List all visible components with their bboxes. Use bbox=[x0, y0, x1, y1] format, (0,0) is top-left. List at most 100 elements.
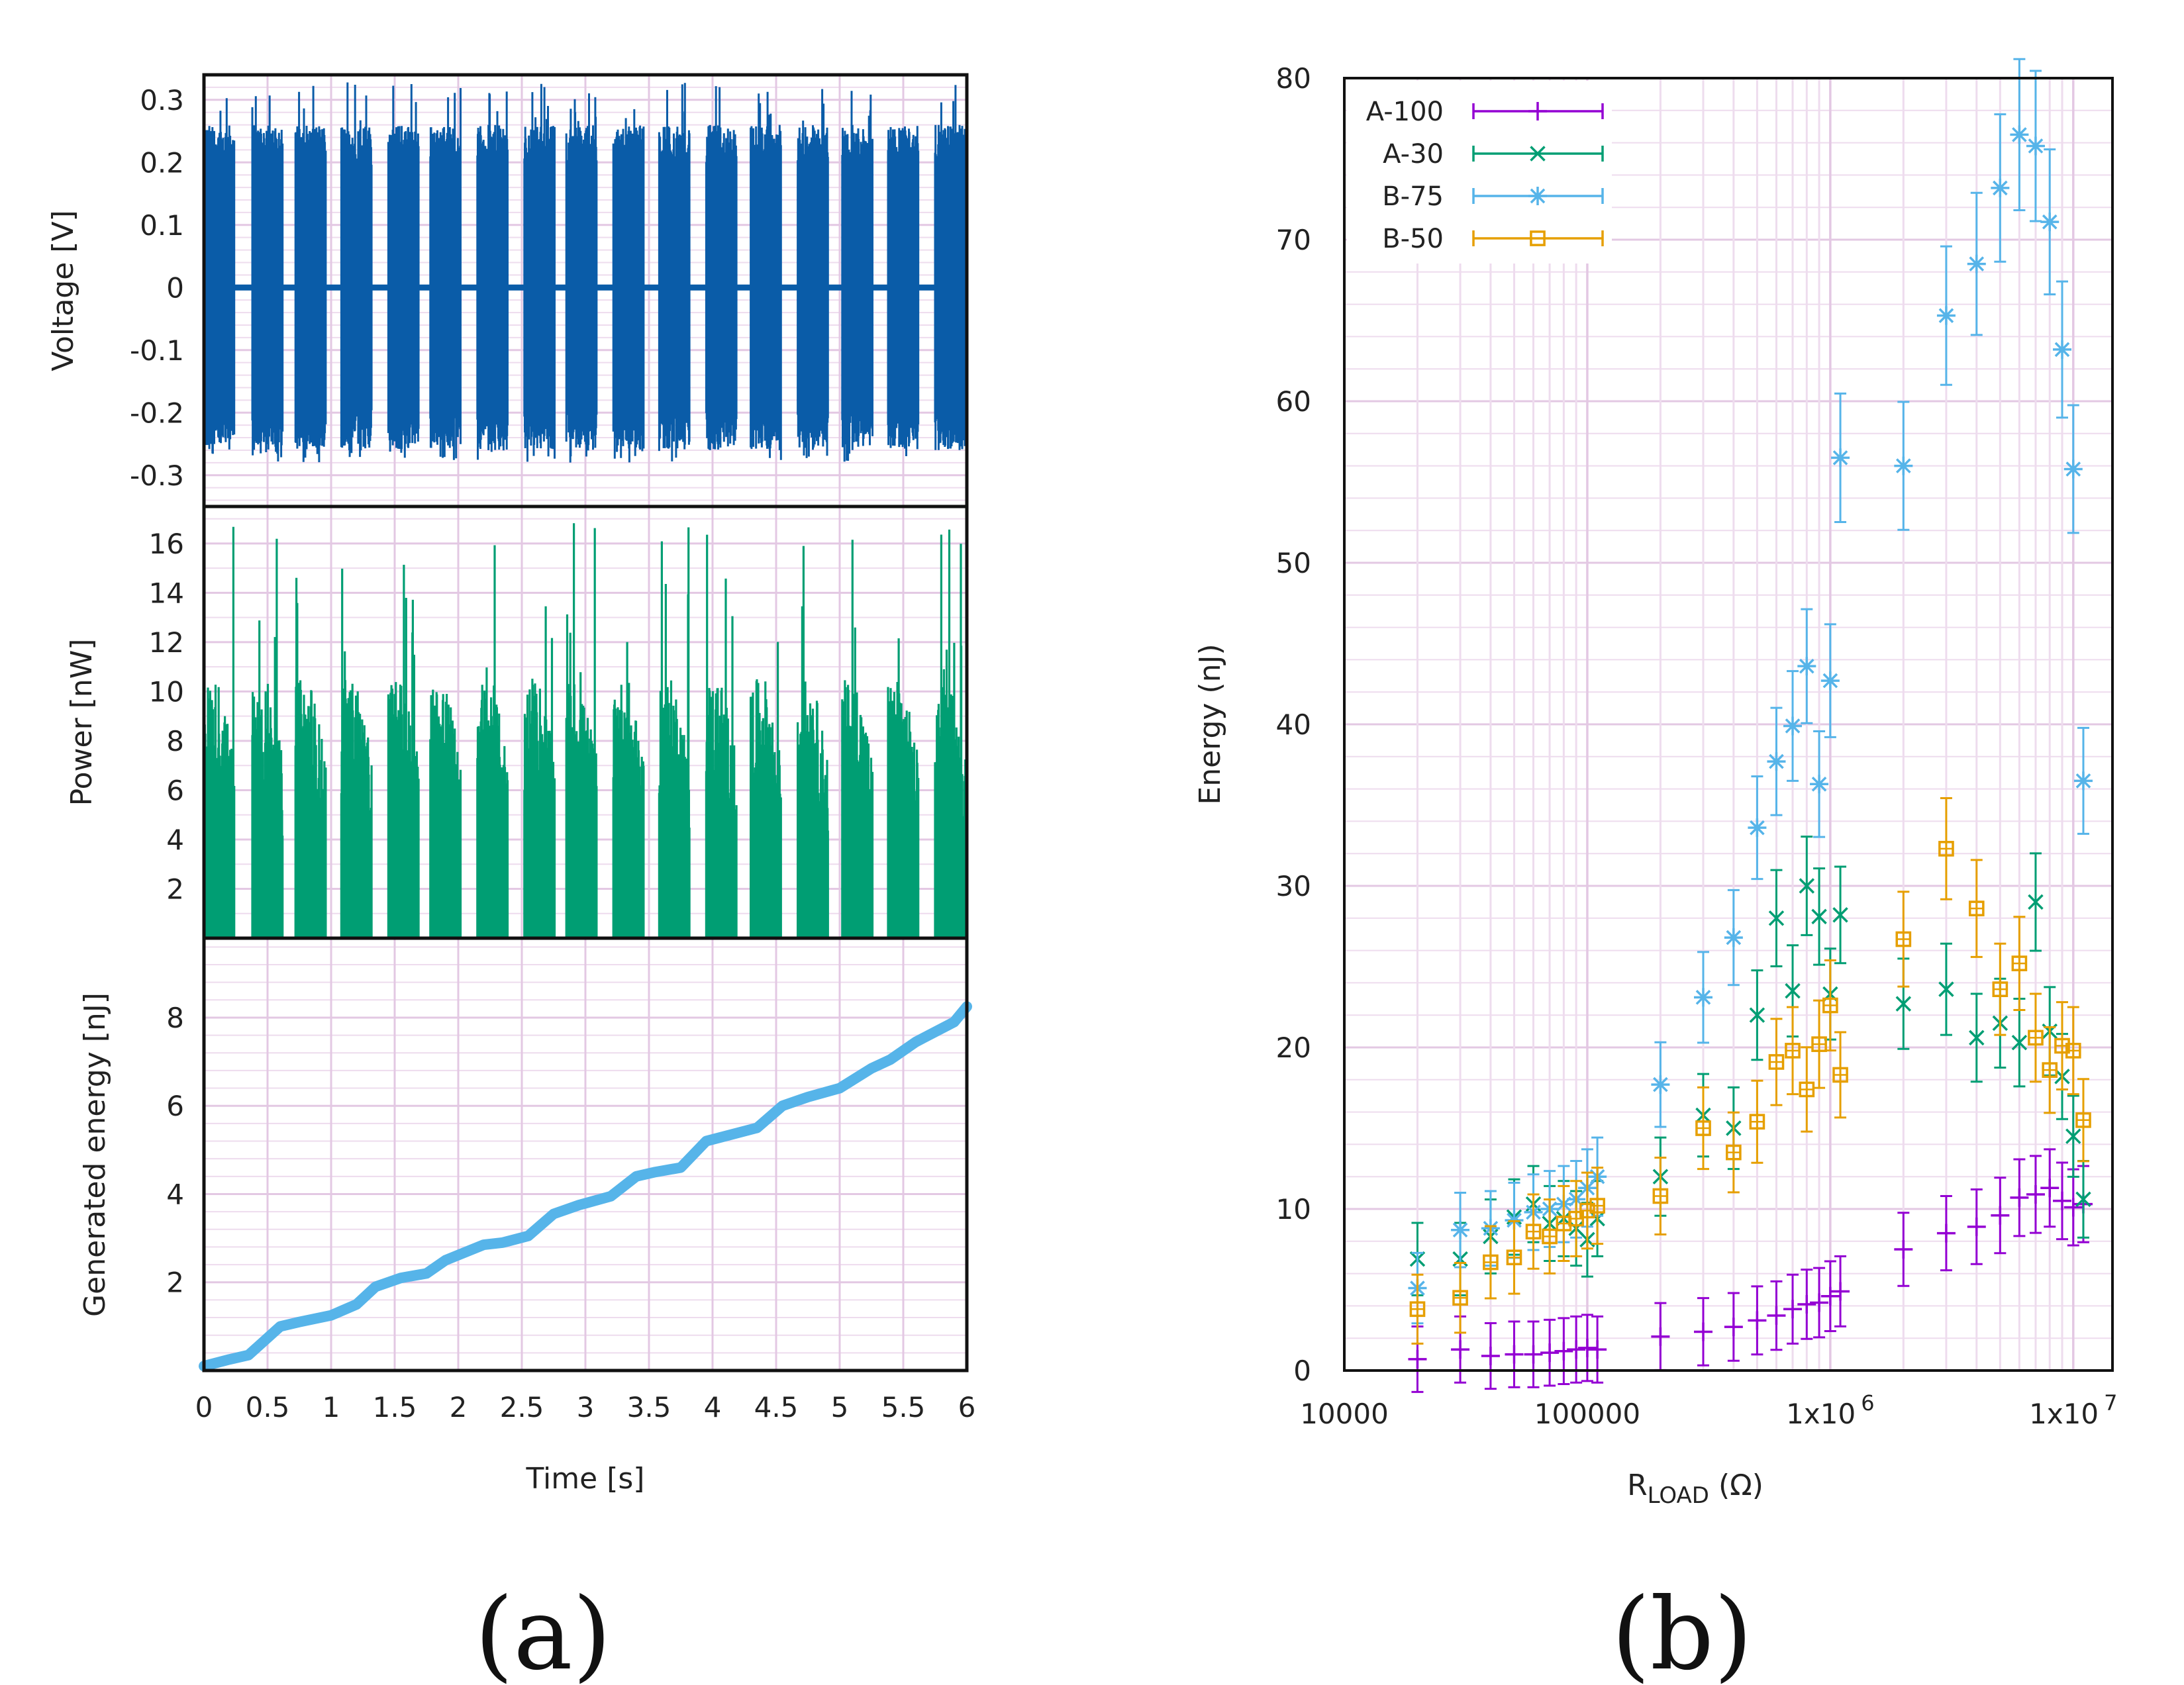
y-tick-label: 8 bbox=[166, 725, 184, 757]
voltage-y-ticks: 0.3 0.2 0.1 0 -0.1 -0.2 -0.3 bbox=[130, 84, 184, 492]
power-y-ticks: 16 14 12 10 8 6 4 2 bbox=[149, 528, 184, 906]
x-tick-label: 4 bbox=[704, 1391, 722, 1423]
scatter-x-label-unit: (Ω) bbox=[1709, 1468, 1763, 1502]
marker-star bbox=[1991, 178, 2010, 197]
marker-plus bbox=[1991, 1206, 2010, 1225]
energy-plot-frame bbox=[202, 936, 969, 1372]
scatter-y-ticks: 0 10 20 30 40 50 60 70 80 bbox=[1276, 62, 1311, 1387]
time-x-label: Time [s] bbox=[526, 1462, 645, 1496]
y-tick-label: 40 bbox=[1276, 708, 1311, 741]
marker-star bbox=[1651, 1075, 1670, 1094]
marker-plus bbox=[1524, 1345, 1543, 1364]
energy-time-chart: 8 6 4 2 0 0.5 1 1.5 2 2.5 3 3.5 4 4.5 5 5.5 6 Generated… bbox=[78, 936, 976, 1496]
y-tick-label: 0.1 bbox=[140, 209, 184, 242]
voltage-y-label: Voltage [V] bbox=[46, 210, 80, 371]
y-tick-label: 10 bbox=[149, 675, 184, 708]
marker-plus bbox=[1588, 1340, 1607, 1359]
marker-star bbox=[1783, 716, 1803, 736]
time-x-ticks: 0 0.5 1 1.5 2 2.5 3 3.5 4 4.5 5 5.5 6 bbox=[195, 1391, 976, 1423]
marker-plus bbox=[1528, 102, 1547, 120]
y-tick-label: 0.3 bbox=[140, 84, 184, 117]
marker-star bbox=[1528, 187, 1547, 205]
scatter-y-label: Energy (nJ) bbox=[1193, 644, 1227, 804]
y-tick-label: 30 bbox=[1276, 870, 1311, 902]
marker-x bbox=[2028, 894, 2044, 910]
x-tick-label: 100000 bbox=[1534, 1398, 1640, 1430]
marker-star bbox=[1724, 928, 1743, 947]
marker-x bbox=[1785, 983, 1801, 999]
marker-x bbox=[1530, 146, 1546, 162]
scatter-x-label: RLOAD (Ω) bbox=[1627, 1468, 1763, 1509]
x-tick-label: 5.5 bbox=[881, 1391, 926, 1423]
energy-grid bbox=[204, 938, 967, 1371]
series-b-50 bbox=[1409, 797, 2091, 1345]
marker-plus bbox=[1810, 1293, 1829, 1312]
x-tick-label: 1.5 bbox=[373, 1391, 417, 1423]
x-tick-label: 0 bbox=[195, 1391, 213, 1423]
marker-plus bbox=[1724, 1318, 1743, 1337]
marker-star bbox=[1797, 657, 1816, 676]
y-tick-label: 70 bbox=[1276, 224, 1311, 256]
y-tick-label: 2 bbox=[166, 873, 184, 905]
panel-label-b: (b) bbox=[1611, 1577, 1752, 1685]
marker-plus bbox=[1567, 1340, 1586, 1359]
marker-plus bbox=[1554, 1341, 1573, 1361]
voltage-bursts bbox=[203, 82, 967, 463]
y-tick-label: 4 bbox=[166, 824, 184, 856]
marker-x bbox=[2075, 1191, 2091, 1208]
x-tick-label: 10000 bbox=[1300, 1398, 1389, 1430]
marker-plus bbox=[1694, 1322, 1712, 1341]
marker-plus bbox=[1577, 1338, 1597, 1357]
marker-plus bbox=[1481, 1347, 1500, 1366]
panel-label-a: (a) bbox=[475, 1577, 611, 1685]
y-tick-label: 6 bbox=[166, 1090, 184, 1122]
marker-plus bbox=[1451, 1340, 1470, 1359]
voltage-trace bbox=[203, 82, 967, 463]
energy-y-ticks: 8 6 4 2 bbox=[166, 1002, 184, 1299]
scatter-x-label-base: R bbox=[1627, 1468, 1648, 1502]
marker-star bbox=[1820, 671, 1840, 691]
marker-x bbox=[1811, 908, 1827, 925]
marker-x bbox=[1749, 1007, 1765, 1023]
marker-plus bbox=[2026, 1185, 2045, 1204]
scatter-x-ticks: 10000 100000 1x10 6 1x10 7 bbox=[1300, 1390, 2117, 1430]
energy-line bbox=[199, 1001, 972, 1372]
marker-star bbox=[1767, 752, 1786, 771]
y-tick-label: 10 bbox=[1276, 1193, 1311, 1226]
marker-plus bbox=[1748, 1311, 1767, 1330]
marker-plus bbox=[1651, 1327, 1670, 1346]
marker-x bbox=[2065, 1128, 2081, 1144]
x-tick-label: 1 bbox=[323, 1391, 340, 1423]
series-a-100 bbox=[1408, 1148, 2093, 1393]
power-y-label: Power [nW] bbox=[65, 639, 99, 806]
marker-x bbox=[1938, 981, 1954, 997]
x-tick-label: 6 bbox=[958, 1391, 976, 1423]
x-tick-label: 2.5 bbox=[500, 1391, 544, 1423]
y-tick-label: 80 bbox=[1276, 62, 1311, 95]
marker-plus bbox=[1831, 1282, 1850, 1301]
legend-label: A-30 bbox=[1383, 139, 1444, 169]
x-tick-label: 1x10 7 bbox=[2029, 1390, 2117, 1430]
scatter-grid bbox=[1344, 78, 2112, 1371]
y-tick-label: 16 bbox=[149, 528, 184, 560]
marker-plus bbox=[1797, 1294, 1816, 1314]
y-tick-label: 50 bbox=[1276, 547, 1311, 579]
voltage-chart: 0.3 0.2 0.1 0 -0.1 -0.2 -0.3 Voltage [V] bbox=[46, 73, 969, 508]
marker-plus bbox=[1894, 1240, 1913, 1259]
marker-star bbox=[1694, 988, 1712, 1007]
x-tick-label: 5 bbox=[831, 1391, 849, 1423]
marker-star bbox=[2073, 771, 2093, 791]
y-tick-label: -0.2 bbox=[130, 397, 184, 429]
y-tick-label: 14 bbox=[149, 577, 184, 609]
marker-star bbox=[2010, 125, 2029, 144]
y-tick-label: 6 bbox=[166, 774, 184, 806]
energy-y-label: Generated energy [nJ] bbox=[78, 992, 112, 1317]
x-tick-label: 1x10 6 bbox=[1786, 1390, 1874, 1430]
marker-x bbox=[1799, 878, 1815, 894]
marker-star bbox=[2063, 459, 2083, 479]
marker-x bbox=[1969, 1030, 1985, 1046]
legend-label: A-100 bbox=[1366, 97, 1444, 127]
marker-star bbox=[2026, 136, 2045, 156]
